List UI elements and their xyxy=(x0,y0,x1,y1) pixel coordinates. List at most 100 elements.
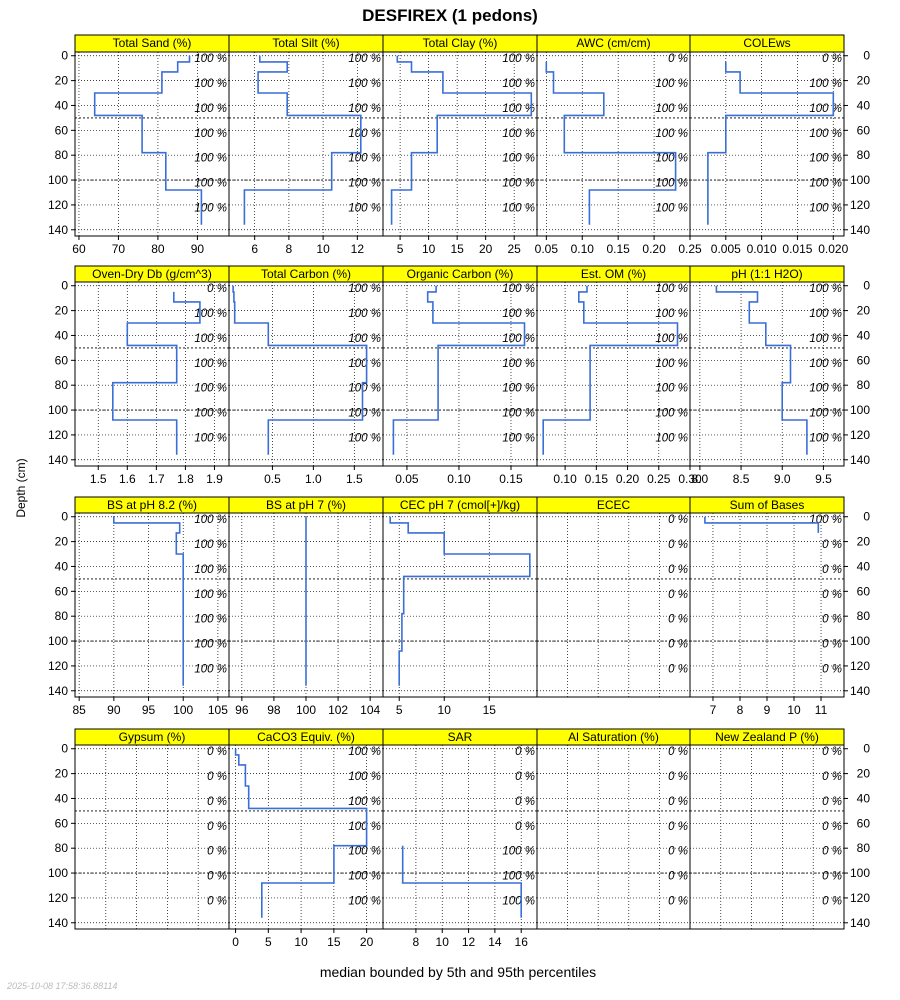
pct-label: 100 % xyxy=(809,432,842,444)
y-tick-label: 120 xyxy=(850,659,870,673)
y-tick-label: 100 xyxy=(48,866,68,880)
pct-label: 100 % xyxy=(502,383,535,395)
y-tick-label: 20 xyxy=(55,304,69,318)
y-tick-label: 40 xyxy=(55,559,69,573)
pct-label: 100 % xyxy=(655,308,688,320)
y-tick-label: 120 xyxy=(48,198,68,212)
y-tick-label: 80 xyxy=(55,609,69,623)
x-tick-label: 5 xyxy=(396,703,403,717)
panel-frame xyxy=(536,744,691,930)
y-tick-label: 100 xyxy=(850,866,870,880)
x-axis-label: median bounded by 5th and 95th percentil… xyxy=(320,964,596,980)
y-tick-label: 140 xyxy=(48,453,68,467)
pct-label: 100 % xyxy=(809,514,842,526)
x-tick-label: 0.10 xyxy=(447,472,471,486)
x-tick-label: 9.0 xyxy=(774,472,791,486)
pct-label: 0 % xyxy=(668,589,688,601)
pct-label: 0 % xyxy=(207,746,227,758)
y-tick-label: 80 xyxy=(55,148,69,162)
pct-label: 100 % xyxy=(502,53,535,65)
y-tick-label: 0 xyxy=(61,49,68,63)
median-line xyxy=(542,285,679,455)
pct-label: 0 % xyxy=(207,283,227,295)
pct-label: 100 % xyxy=(502,871,535,883)
pct-label: 100 % xyxy=(348,821,381,833)
panel-frame xyxy=(536,512,691,698)
pct-label: 100 % xyxy=(194,432,227,444)
x-tick-label: 0.10 xyxy=(571,242,595,256)
pct-label: 100 % xyxy=(502,202,535,214)
pct-label: 100 % xyxy=(809,308,842,320)
pct-label: 100 % xyxy=(348,871,381,883)
y-tick-label: 120 xyxy=(850,428,870,442)
pct-label: 100 % xyxy=(655,333,688,345)
x-tick-label: 20 xyxy=(479,242,493,256)
pct-label: 0 % xyxy=(515,746,535,758)
x-tick-label: 0.05 xyxy=(395,472,419,486)
y-tick-label: 0 xyxy=(863,510,870,524)
pct-label: 100 % xyxy=(502,283,535,295)
x-tick-label: 0.005 xyxy=(711,242,741,256)
pct-label: 100 % xyxy=(194,333,227,345)
pct-label: 0 % xyxy=(668,771,688,783)
pct-label: 0 % xyxy=(207,846,227,858)
x-tick-label: 9.5 xyxy=(815,472,832,486)
x-tick-label: 70 xyxy=(112,242,126,256)
y-tick-label: 100 xyxy=(48,634,68,648)
y-tick-label: 140 xyxy=(850,453,870,467)
pct-label: 0 % xyxy=(668,895,688,907)
x-tick-label: 98 xyxy=(267,703,281,717)
x-tick-label: 10 xyxy=(316,242,330,256)
pct-label: 100 % xyxy=(502,153,535,165)
pct-label: 100 % xyxy=(194,358,227,370)
y-tick-label: 120 xyxy=(48,428,68,442)
median-line xyxy=(392,285,526,455)
pct-label: 100 % xyxy=(655,78,688,90)
x-tick-label: 10 xyxy=(787,703,801,717)
x-tick-label: 15 xyxy=(483,703,497,717)
y-tick-label: 40 xyxy=(857,791,871,805)
x-tick-label: 100 xyxy=(296,703,316,717)
x-tick-label: 1.5 xyxy=(90,472,107,486)
x-tick-label: 9 xyxy=(764,703,771,717)
pct-label: 100 % xyxy=(194,663,227,675)
pct-label: 0 % xyxy=(207,895,227,907)
pct-label: 0 % xyxy=(822,846,842,858)
pct-label: 100 % xyxy=(809,383,842,395)
pct-label: 0 % xyxy=(668,639,688,651)
panel-total-carbon: Total Carbon (%) 100 % 100 % 100 % 100 % 100 … xyxy=(228,265,384,486)
y-axis-label: Depth (cm) xyxy=(14,458,28,517)
y-tick-label: 40 xyxy=(857,328,871,342)
pct-label: 0 % xyxy=(822,871,842,883)
pct-label: 0 % xyxy=(668,746,688,758)
pct-label: 100 % xyxy=(348,746,381,758)
x-tick-label: 5 xyxy=(397,242,404,256)
y-tick-label: 100 xyxy=(850,173,870,187)
pct-label: 100 % xyxy=(809,103,842,115)
y-tick-label: 80 xyxy=(857,378,871,392)
pct-label: 100 % xyxy=(655,178,688,190)
pct-label: 100 % xyxy=(348,432,381,444)
panel-title: Total Silt (%) xyxy=(272,36,339,50)
x-tick-label: 80 xyxy=(151,242,165,256)
pct-label: 0 % xyxy=(515,821,535,833)
y-tick-label: 140 xyxy=(48,223,68,237)
panel-new-zealand-p: New Zealand P (%)0 %0 %0 %0 %0 %0 %0 %02… xyxy=(689,728,871,930)
pct-label: 100 % xyxy=(348,408,381,420)
timestamp: 2025-10-08 17:58:36.88114 xyxy=(6,981,117,991)
y-tick-label: 80 xyxy=(55,841,69,855)
x-tick-label: 6 xyxy=(251,242,258,256)
panel-bs-ph7: BS at pH 7 (%) 96 98 100 102 104 xyxy=(228,496,384,717)
pct-label: 100 % xyxy=(348,846,381,858)
x-tick-label: 1.5 xyxy=(346,472,363,486)
x-tick-label: 0.20 xyxy=(616,472,640,486)
panel-al-saturation: Al Saturation (%) 0 % 0 % 0 % 0 % 0 % 0 % 0 % xyxy=(536,728,691,930)
x-tick-label: 10 xyxy=(438,703,452,717)
pct-label: 0 % xyxy=(207,771,227,783)
pct-label: 100 % xyxy=(655,103,688,115)
pct-label: 0 % xyxy=(822,895,842,907)
y-tick-label: 100 xyxy=(850,403,870,417)
panel-frame xyxy=(689,281,845,467)
pct-label: 100 % xyxy=(348,78,381,90)
x-tick-label: 8.0 xyxy=(692,472,709,486)
